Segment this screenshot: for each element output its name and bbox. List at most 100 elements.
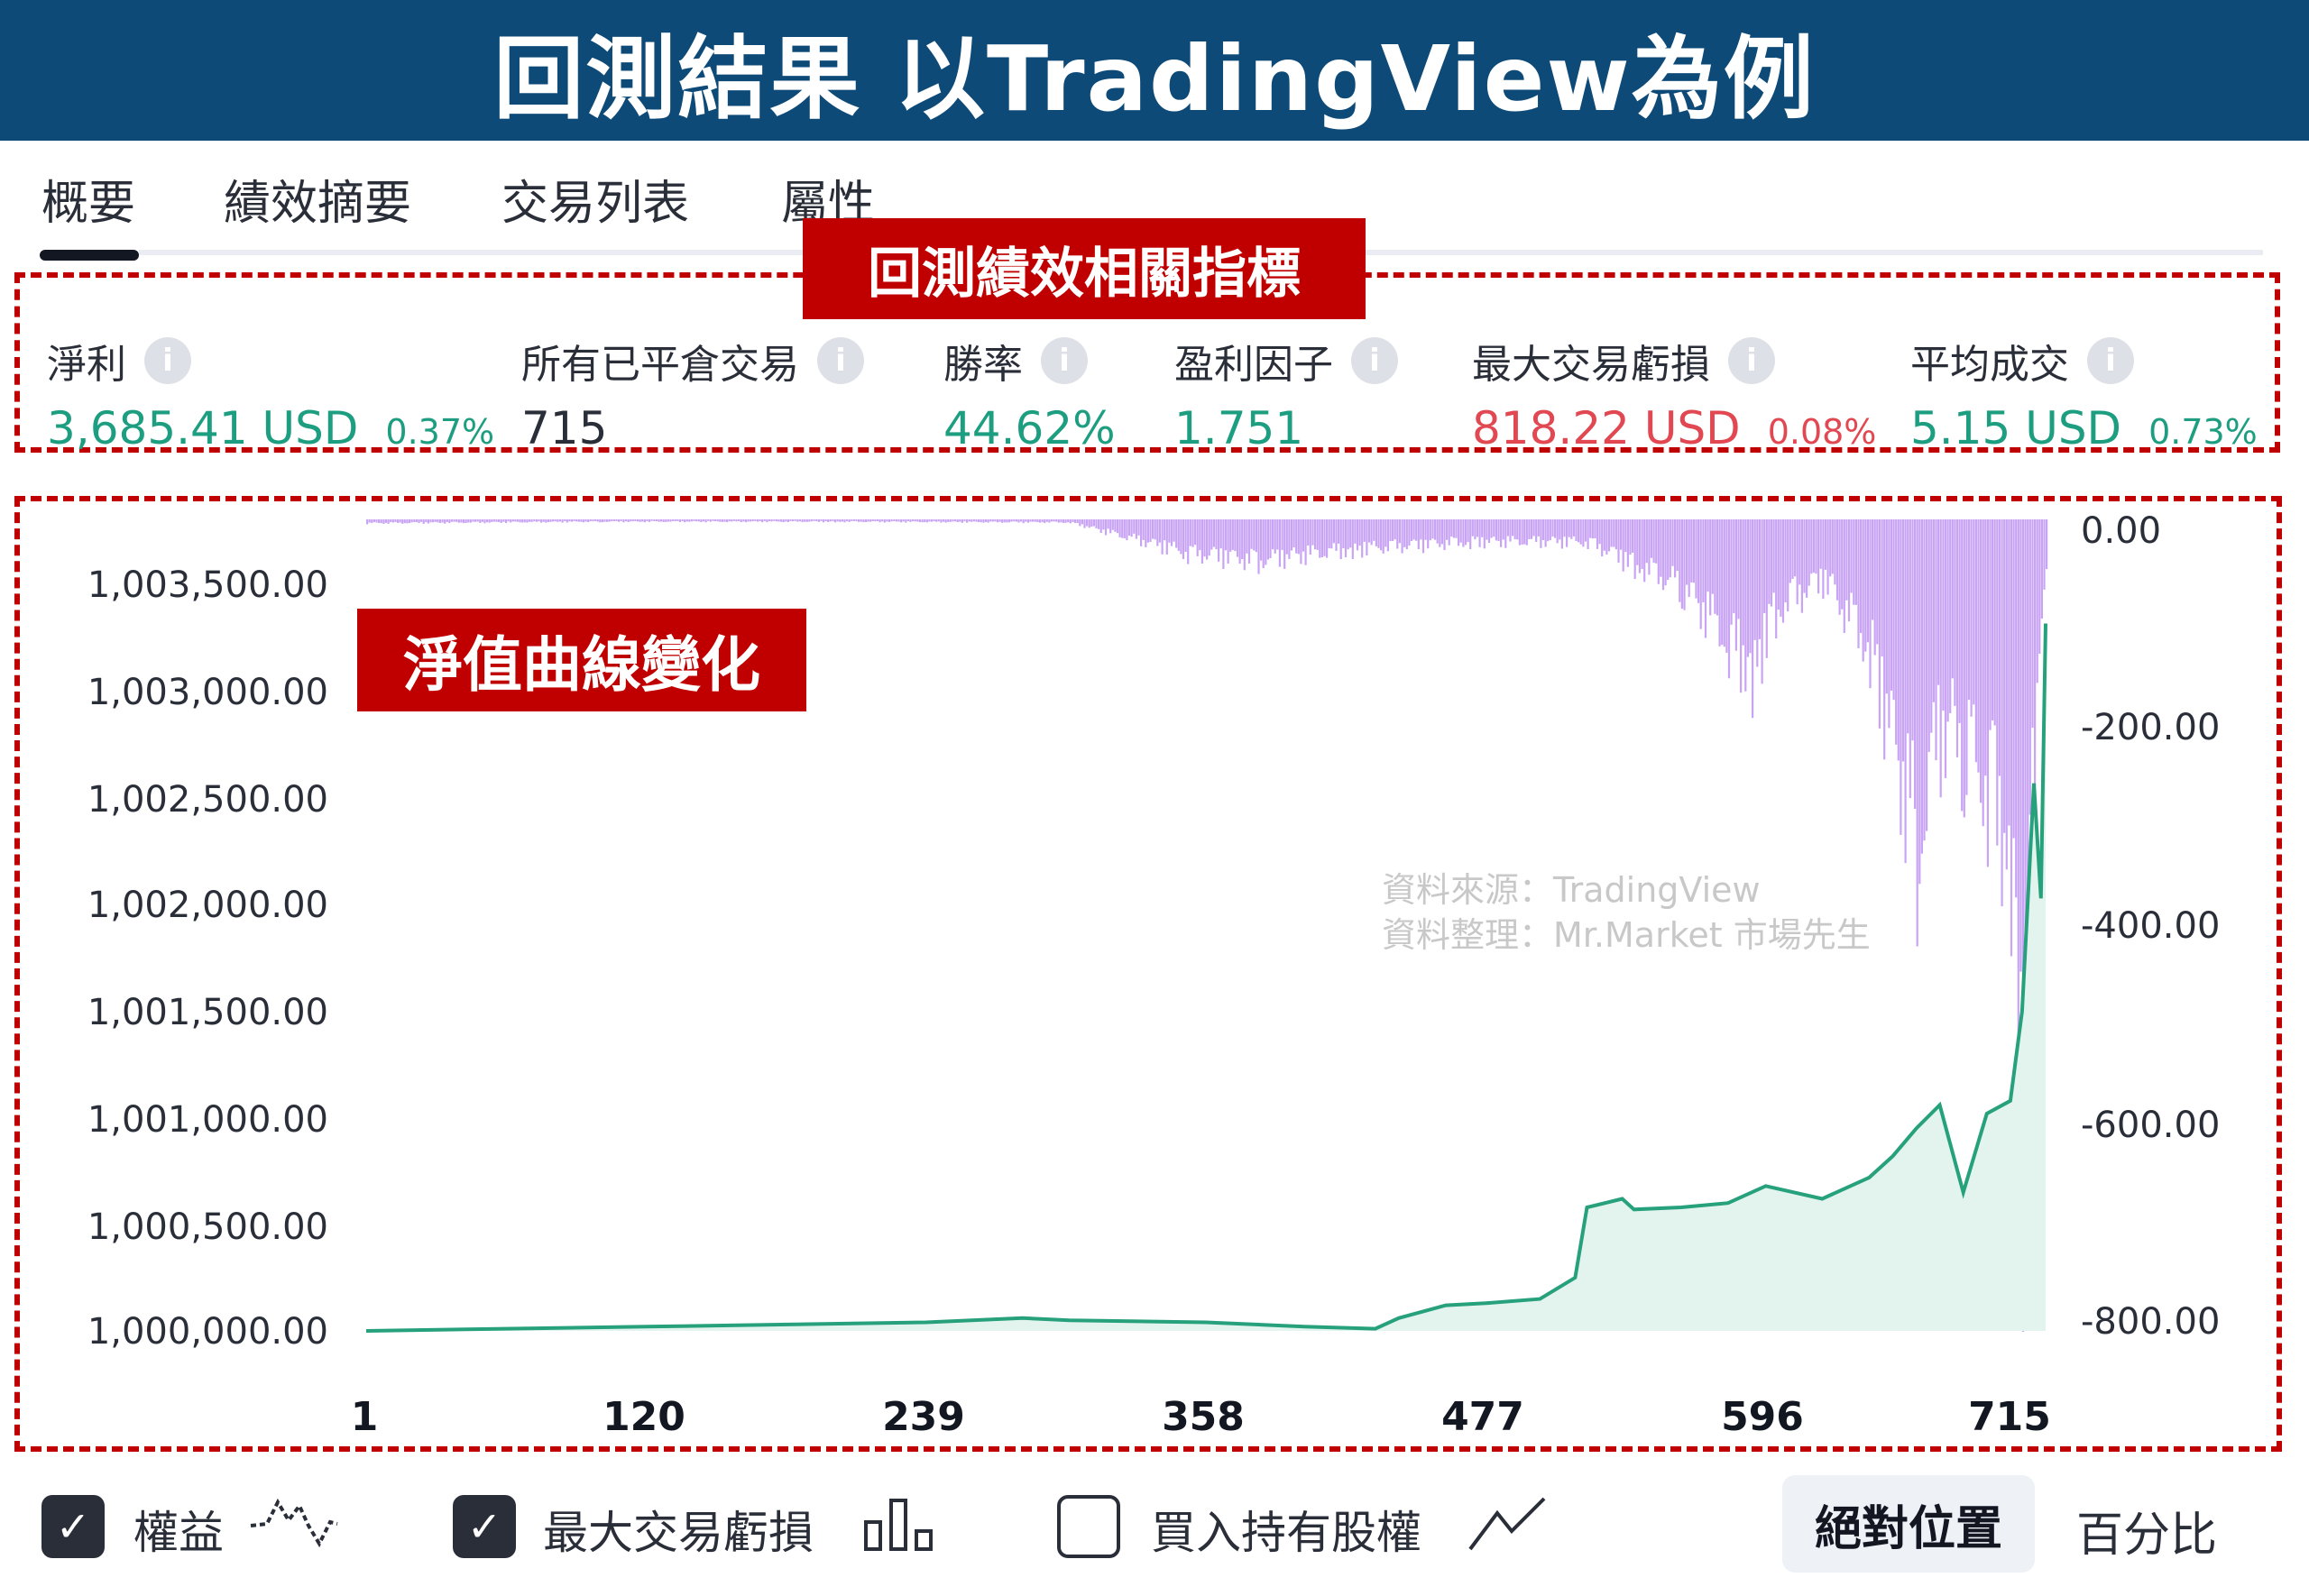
drawdown-bar — [897, 519, 900, 522]
drawdown-bar — [1200, 519, 1203, 564]
drawdown-bar — [415, 519, 418, 522]
drawdown-bar — [1895, 519, 1898, 745]
drawdown-bar — [507, 519, 510, 522]
drawdown-bar — [1180, 519, 1182, 555]
drawdown-bar — [972, 519, 975, 522]
drawdown-bar — [1838, 519, 1841, 615]
drawdown-bar — [380, 519, 382, 524]
drawdown-bar — [620, 519, 622, 521]
drawdown-bar — [1824, 519, 1827, 570]
percent-mode-button[interactable]: 百分比 — [2076, 1509, 2218, 1563]
drawdown-bar — [599, 519, 602, 523]
drawdown-bar — [1415, 519, 1418, 541]
drawdown-bar — [1890, 519, 1893, 691]
drawdown-bar — [858, 519, 860, 522]
drawdown-bar — [1495, 519, 1497, 541]
drawdown-bar — [867, 519, 869, 522]
drawdown-bar — [1727, 519, 1731, 679]
drawdown-bar — [1901, 519, 1905, 762]
drawdown-bar — [1015, 519, 1017, 522]
tab-overview[interactable]: 概要 — [41, 177, 136, 231]
drawdown-bar — [1497, 519, 1500, 541]
drawdown-bar — [1427, 519, 1430, 549]
drawdown-bar — [1974, 519, 1977, 763]
drawdown-bar — [420, 519, 423, 522]
absolute-mode-button[interactable]: 絕對位置 — [1782, 1475, 2035, 1573]
drawdown-bar — [827, 519, 830, 522]
drawdown-bar — [1386, 519, 1389, 552]
drawdown-bar — [1674, 519, 1677, 578]
drawdown-bar — [519, 519, 521, 523]
drawdown-bar — [1530, 519, 1533, 539]
drawdown-bar — [886, 519, 888, 522]
drawdown-bar — [615, 519, 618, 521]
info-icon[interactable]: i — [1041, 337, 1088, 384]
drawdown-bar — [1487, 519, 1491, 543]
drawdown-bar — [2036, 519, 2038, 683]
buy-hold-checkbox[interactable] — [1057, 1495, 1120, 1558]
drawdown-bar — [968, 519, 971, 522]
drawdown-bar — [1231, 519, 1234, 550]
drawdown-bar — [1513, 519, 1516, 540]
drawdown-bar — [1203, 519, 1206, 557]
drawdown-bar — [1212, 519, 1215, 547]
drawdown-bar — [1716, 519, 1719, 616]
metric-label: 勝率 — [943, 342, 1023, 388]
drawdown-bar — [1661, 519, 1665, 591]
drawdown-bar — [1554, 519, 1557, 538]
drawdown-bar — [1241, 519, 1244, 560]
drawdown-bar — [773, 519, 776, 521]
drawdown-bar — [775, 519, 777, 522]
drawdown-bar — [971, 519, 973, 522]
drawdown-bar — [1050, 519, 1053, 522]
drawdown-bar — [2043, 519, 2046, 590]
drawdown-bar — [834, 519, 837, 523]
drawdown-bar — [1857, 519, 1860, 648]
drawdown-bar — [516, 519, 520, 522]
info-icon[interactable]: i — [1728, 337, 1775, 384]
drawdown-bar — [1339, 519, 1342, 560]
tab-trade-list[interactable]: 交易列表 — [501, 177, 690, 231]
drawdown-bar — [1575, 519, 1578, 541]
drawdown-bar — [851, 519, 853, 521]
drawdown-bar — [1184, 519, 1187, 552]
drawdown-bar — [538, 519, 540, 522]
drawdown-bar — [1692, 519, 1695, 583]
drawdown-bar — [742, 519, 745, 522]
drawdown-bar — [959, 519, 961, 522]
drawdown-bar — [1758, 519, 1761, 639]
equity-chart-box: 1,003,500.00 1,003,000.00 1,002,500.00 1… — [14, 496, 2282, 1452]
max-loss-checkbox[interactable]: ✓ — [453, 1495, 516, 1558]
bar-chart-icon — [864, 1499, 933, 1551]
drawdown-bar — [702, 519, 705, 522]
drawdown-bar — [1532, 519, 1535, 537]
drawdown-bar — [1257, 519, 1260, 574]
drawdown-bar — [601, 519, 603, 523]
drawdown-bar — [1660, 519, 1662, 577]
drawdown-bar — [1290, 519, 1293, 551]
tab-performance-summary[interactable]: 績效摘要 — [224, 177, 412, 231]
info-icon[interactable]: i — [2087, 337, 2134, 384]
drawdown-bar — [787, 519, 789, 522]
drawdown-bar — [808, 519, 811, 522]
equity-checkbox[interactable]: ✓ — [41, 1495, 105, 1558]
drawdown-bar — [1734, 519, 1737, 651]
metric-percent: 0.73% — [2148, 412, 2258, 452]
equity-chart: 1,003,500.00 1,003,000.00 1,002,500.00 1… — [87, 510, 2221, 1440]
drawdown-bar — [573, 519, 575, 521]
drawdown-bar — [467, 519, 470, 523]
drawdown-bar — [1869, 519, 1872, 689]
drawdown-bar — [1881, 519, 1883, 657]
drawdown-bar — [384, 519, 388, 523]
drawdown-bar — [1276, 519, 1279, 550]
info-icon[interactable]: i — [144, 337, 191, 384]
info-icon[interactable]: i — [1351, 337, 1398, 384]
drawdown-bar — [1038, 519, 1041, 523]
drawdown-bar — [587, 519, 590, 523]
info-icon[interactable]: i — [817, 337, 864, 384]
drawdown-bar — [1815, 519, 1817, 574]
drawdown-bar — [1676, 519, 1679, 572]
drawdown-bar — [952, 519, 954, 522]
drawdown-bar — [676, 519, 679, 521]
drawdown-bar — [761, 519, 764, 523]
